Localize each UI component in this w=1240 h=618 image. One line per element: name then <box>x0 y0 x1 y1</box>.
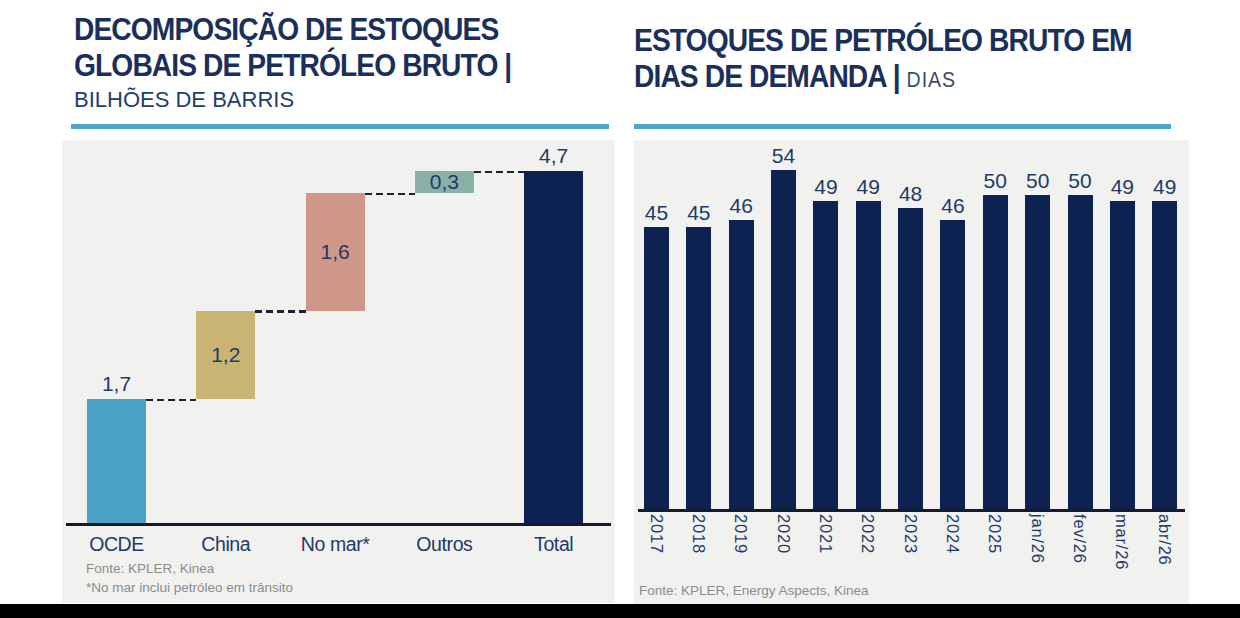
x-tick-label: 2022 <box>858 514 877 554</box>
category-label: Outros <box>390 533 499 556</box>
bar-2020 <box>771 170 796 510</box>
value-label: 1,6 <box>281 241 390 263</box>
value-label: 49 <box>1140 176 1189 197</box>
left-title-line2: GLOBAIS DE PETRÓLEO BRUTO | <box>74 48 511 84</box>
x-tick-label: fev/26 <box>1070 514 1089 564</box>
left-chart-title: DECOMPOSIÇÃO DE ESTOQUES GLOBAIS DE PETR… <box>74 12 555 113</box>
value-label: 54 <box>759 145 808 166</box>
x-tick-label: 2017 <box>647 514 666 554</box>
waterfall-connector <box>255 310 305 313</box>
bar-2021 <box>813 201 838 510</box>
value-label: 1,7 <box>62 373 171 395</box>
left-chart-panel: Fonte: KPLER, Kinea *No mar inclui petró… <box>62 140 615 603</box>
waterfall-connector <box>474 171 524 174</box>
x-axis-line <box>638 509 1185 512</box>
right-chart-source: Fonte: KPLER, Energy Aspects, Kinea <box>639 583 869 598</box>
x-tick-label: 2019 <box>731 514 750 554</box>
page: DECOMPOSIÇÃO DE ESTOQUES GLOBAIS DE PETR… <box>0 0 1240 618</box>
bar-2025 <box>983 195 1008 510</box>
x-tick-label: 2023 <box>901 514 920 554</box>
right-title-line1: ESTOQUES DE PETRÓLEO BRUTO EM <box>634 23 1132 59</box>
waterfall-connector <box>365 193 415 196</box>
category-label: Total <box>499 533 608 556</box>
value-label: 1,2 <box>171 344 280 366</box>
bar-2019 <box>729 220 754 510</box>
bottom-bar <box>0 604 1240 618</box>
bar-2017 <box>644 227 669 511</box>
left-title-line1: DECOMPOSIÇÃO DE ESTOQUES <box>74 12 511 48</box>
bar-2023 <box>898 208 923 510</box>
x-tick-label: mar/26 <box>1112 514 1131 570</box>
right-chart-title: ESTOQUES DE PETRÓLEO BRUTO EM DIAS DE DE… <box>634 23 1181 98</box>
value-label: 0,3 <box>390 171 499 193</box>
category-label: China <box>171 533 280 556</box>
value-label: 46 <box>928 195 977 216</box>
bar-mar-26 <box>1110 201 1135 510</box>
category-label: No mar* <box>281 533 390 556</box>
left-chart-footnote: *No mar inclui petróleo em trânsito <box>86 580 293 595</box>
right-title-line2: DIAS DE DEMANDA | DIAS <box>634 59 1132 98</box>
left-title-rule <box>71 124 609 129</box>
bar-2018 <box>686 227 711 511</box>
x-axis-line <box>66 523 611 526</box>
waterfall-bar-ocde <box>87 399 146 524</box>
waterfall-bar-total <box>524 171 583 524</box>
x-tick-label: 2025 <box>985 514 1004 554</box>
bar-fev-26 <box>1068 195 1093 510</box>
category-label: OCDE <box>62 533 171 556</box>
right-chart-panel: Fonte: KPLER, Energy Aspects, Kinea 4520… <box>634 140 1189 607</box>
value-label: 4,7 <box>499 145 608 167</box>
x-tick-label: 2024 <box>943 514 962 554</box>
bar-2024 <box>940 220 965 510</box>
bar-jan-26 <box>1025 195 1050 510</box>
x-tick-label: 2020 <box>774 514 793 554</box>
value-label: 46 <box>717 195 766 216</box>
x-tick-label: 2018 <box>689 514 708 554</box>
x-tick-label: jan/26 <box>1028 514 1047 564</box>
right-title-rule <box>634 124 1171 129</box>
bar-abr-26 <box>1152 201 1177 510</box>
left-chart-source: Fonte: KPLER, Kinea <box>86 561 214 576</box>
bar-2022 <box>856 201 881 510</box>
left-chart-subtitle: BILHÕES DE BARRIS <box>74 87 555 113</box>
x-tick-label: abr/26 <box>1155 514 1174 566</box>
right-chart-subtitle: DIAS <box>907 68 956 92</box>
waterfall-connector <box>146 399 196 402</box>
x-tick-label: 2021 <box>816 514 835 554</box>
